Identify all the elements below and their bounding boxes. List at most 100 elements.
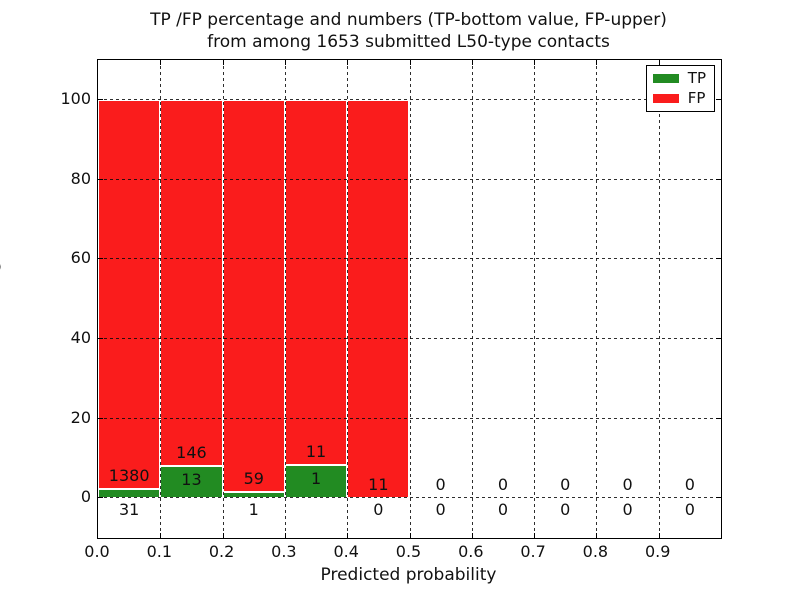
y-tick-mark [98,178,103,180]
legend-item-fp: FP [652,89,706,107]
x-tick-label: 0.6 [458,542,484,561]
bar-fp-segment [347,99,410,499]
y-tick-label: 80 [70,168,91,188]
fp-count-label: 0 [622,475,633,495]
x-tick-mark [658,533,660,538]
fp-count-label: 146 [176,442,207,462]
bar-fp-segment [222,99,285,492]
bar-fp-segment [98,99,161,490]
x-tick-label: 0.0 [84,542,110,561]
x-tick-mark [222,60,224,65]
bar-fp-segment [284,99,348,465]
y-tick-label: 60 [70,248,91,268]
tp-count-label: 0 [622,500,633,520]
x-tick-mark [284,60,286,65]
x-tick-mark [596,533,598,538]
x-tick-label: 0.4 [333,542,359,561]
y-tick-mark [98,417,103,419]
y-tick-label: 40 [70,327,91,347]
grid-line-vertical [347,60,349,538]
x-tick-mark [347,60,349,65]
x-tick-mark [160,60,162,65]
fp-swatch-icon [652,94,679,103]
tp-count-label: 0 [497,500,509,520]
fp-count-label: 0 [497,475,509,495]
y-tick-mark [716,337,721,339]
fp-count-label: 0 [560,475,571,495]
grid-line-horizontal [98,98,721,100]
x-tick-mark [347,533,349,538]
x-tick-label: 0.3 [271,542,297,561]
x-tick-mark [658,60,660,65]
x-tick-label: 0.1 [146,542,173,561]
grid-line-horizontal [98,417,721,419]
y-tick-mark [98,497,103,499]
legend: TP FP [645,65,715,112]
grid-line-vertical [596,60,598,538]
fp-count-label: 11 [368,475,389,495]
x-tick-mark [222,533,224,538]
tp-count-label: 0 [373,500,384,520]
tp-count-label: 1 [310,468,322,488]
x-tick-mark [534,533,536,538]
y-axis-label: Percentage [0,250,2,346]
grid-line-horizontal [98,497,721,499]
grid-line-vertical [222,60,224,538]
fp-count-label: 1380 [108,466,150,486]
fp-count-label: 11 [305,441,327,461]
grid-line-vertical [409,60,411,538]
y-tick-mark [716,258,721,260]
y-tick-mark [716,497,721,499]
grid-line-horizontal [98,258,721,260]
chart-title: TP /FP percentage and numbers (TP-bottom… [97,9,720,53]
grid-line-vertical [284,60,286,538]
grid-line-vertical [534,60,536,538]
tp-swatch-icon [652,74,679,83]
y-tick-mark [716,98,721,100]
x-tick-mark [471,60,473,65]
x-tick-mark [160,533,162,538]
x-tick-mark [596,60,598,65]
legend-label-tp: TP [687,69,706,87]
grid-line-vertical [471,60,473,538]
tp-count-label: 0 [435,500,446,520]
y-tick-mark [716,417,721,419]
tp-count-label: 13 [181,469,202,489]
bar-tp-segment [284,464,348,499]
x-tick-label: 0.8 [582,542,609,561]
tp-count-label: 31 [118,500,140,520]
legend-item-tp: TP [652,69,706,87]
y-tick-mark [716,178,721,180]
x-tick-mark [409,533,411,538]
y-tick-mark [98,258,103,260]
x-tick-mark [534,60,536,65]
grid-line-horizontal [98,337,721,339]
x-tick-label: 0.9 [644,542,671,561]
grid-line-vertical [658,60,660,538]
x-tick-label: 0.2 [208,542,235,561]
y-tick-label: 0 [80,487,91,507]
x-tick-label: 0.7 [520,542,546,561]
chart-title-line1: TP /FP percentage and numbers (TP-bottom… [150,10,667,30]
x-tick-mark [284,533,286,538]
grid-line-vertical [160,60,162,538]
y-tick-label: 20 [70,407,91,427]
tp-count-label: 0 [684,500,695,520]
y-tick-mark [98,98,103,100]
y-tick-label: 100 [60,88,91,108]
tp-count-label: 1 [248,500,259,520]
fp-count-label: 59 [243,468,264,488]
fp-count-label: 0 [435,475,446,495]
legend-label-fp: FP [687,89,706,107]
chart-title-line2: from among 1653 submitted L50-type conta… [207,32,610,52]
bar-fp-segment [160,99,223,466]
grid-line-horizontal [98,178,721,180]
fp-count-label: 0 [684,475,695,495]
tp-count-label: 0 [560,500,571,520]
x-tick-mark [471,533,473,538]
x-tick-label: 0.5 [395,542,422,561]
plot-area: TP FP 1380 31 146 13 59 1 11 1 11 0 0 0 0 0 0 0 0 0 0 0 [97,59,722,539]
y-tick-mark [98,337,103,339]
x-tick-mark [409,60,411,65]
